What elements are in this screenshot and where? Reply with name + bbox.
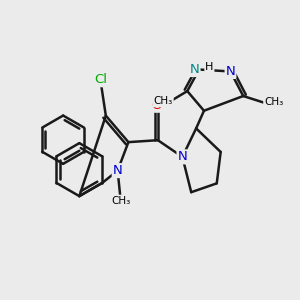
Text: CH₃: CH₃ [264,98,283,107]
Text: CH₃: CH₃ [111,196,130,206]
Text: N: N [226,65,236,78]
Text: N: N [113,164,122,177]
Text: O: O [151,99,162,112]
Text: N: N [190,63,200,76]
Text: H: H [205,61,214,72]
Text: N: N [178,150,187,164]
Text: Cl: Cl [94,73,107,86]
Text: CH₃: CH₃ [154,96,173,106]
